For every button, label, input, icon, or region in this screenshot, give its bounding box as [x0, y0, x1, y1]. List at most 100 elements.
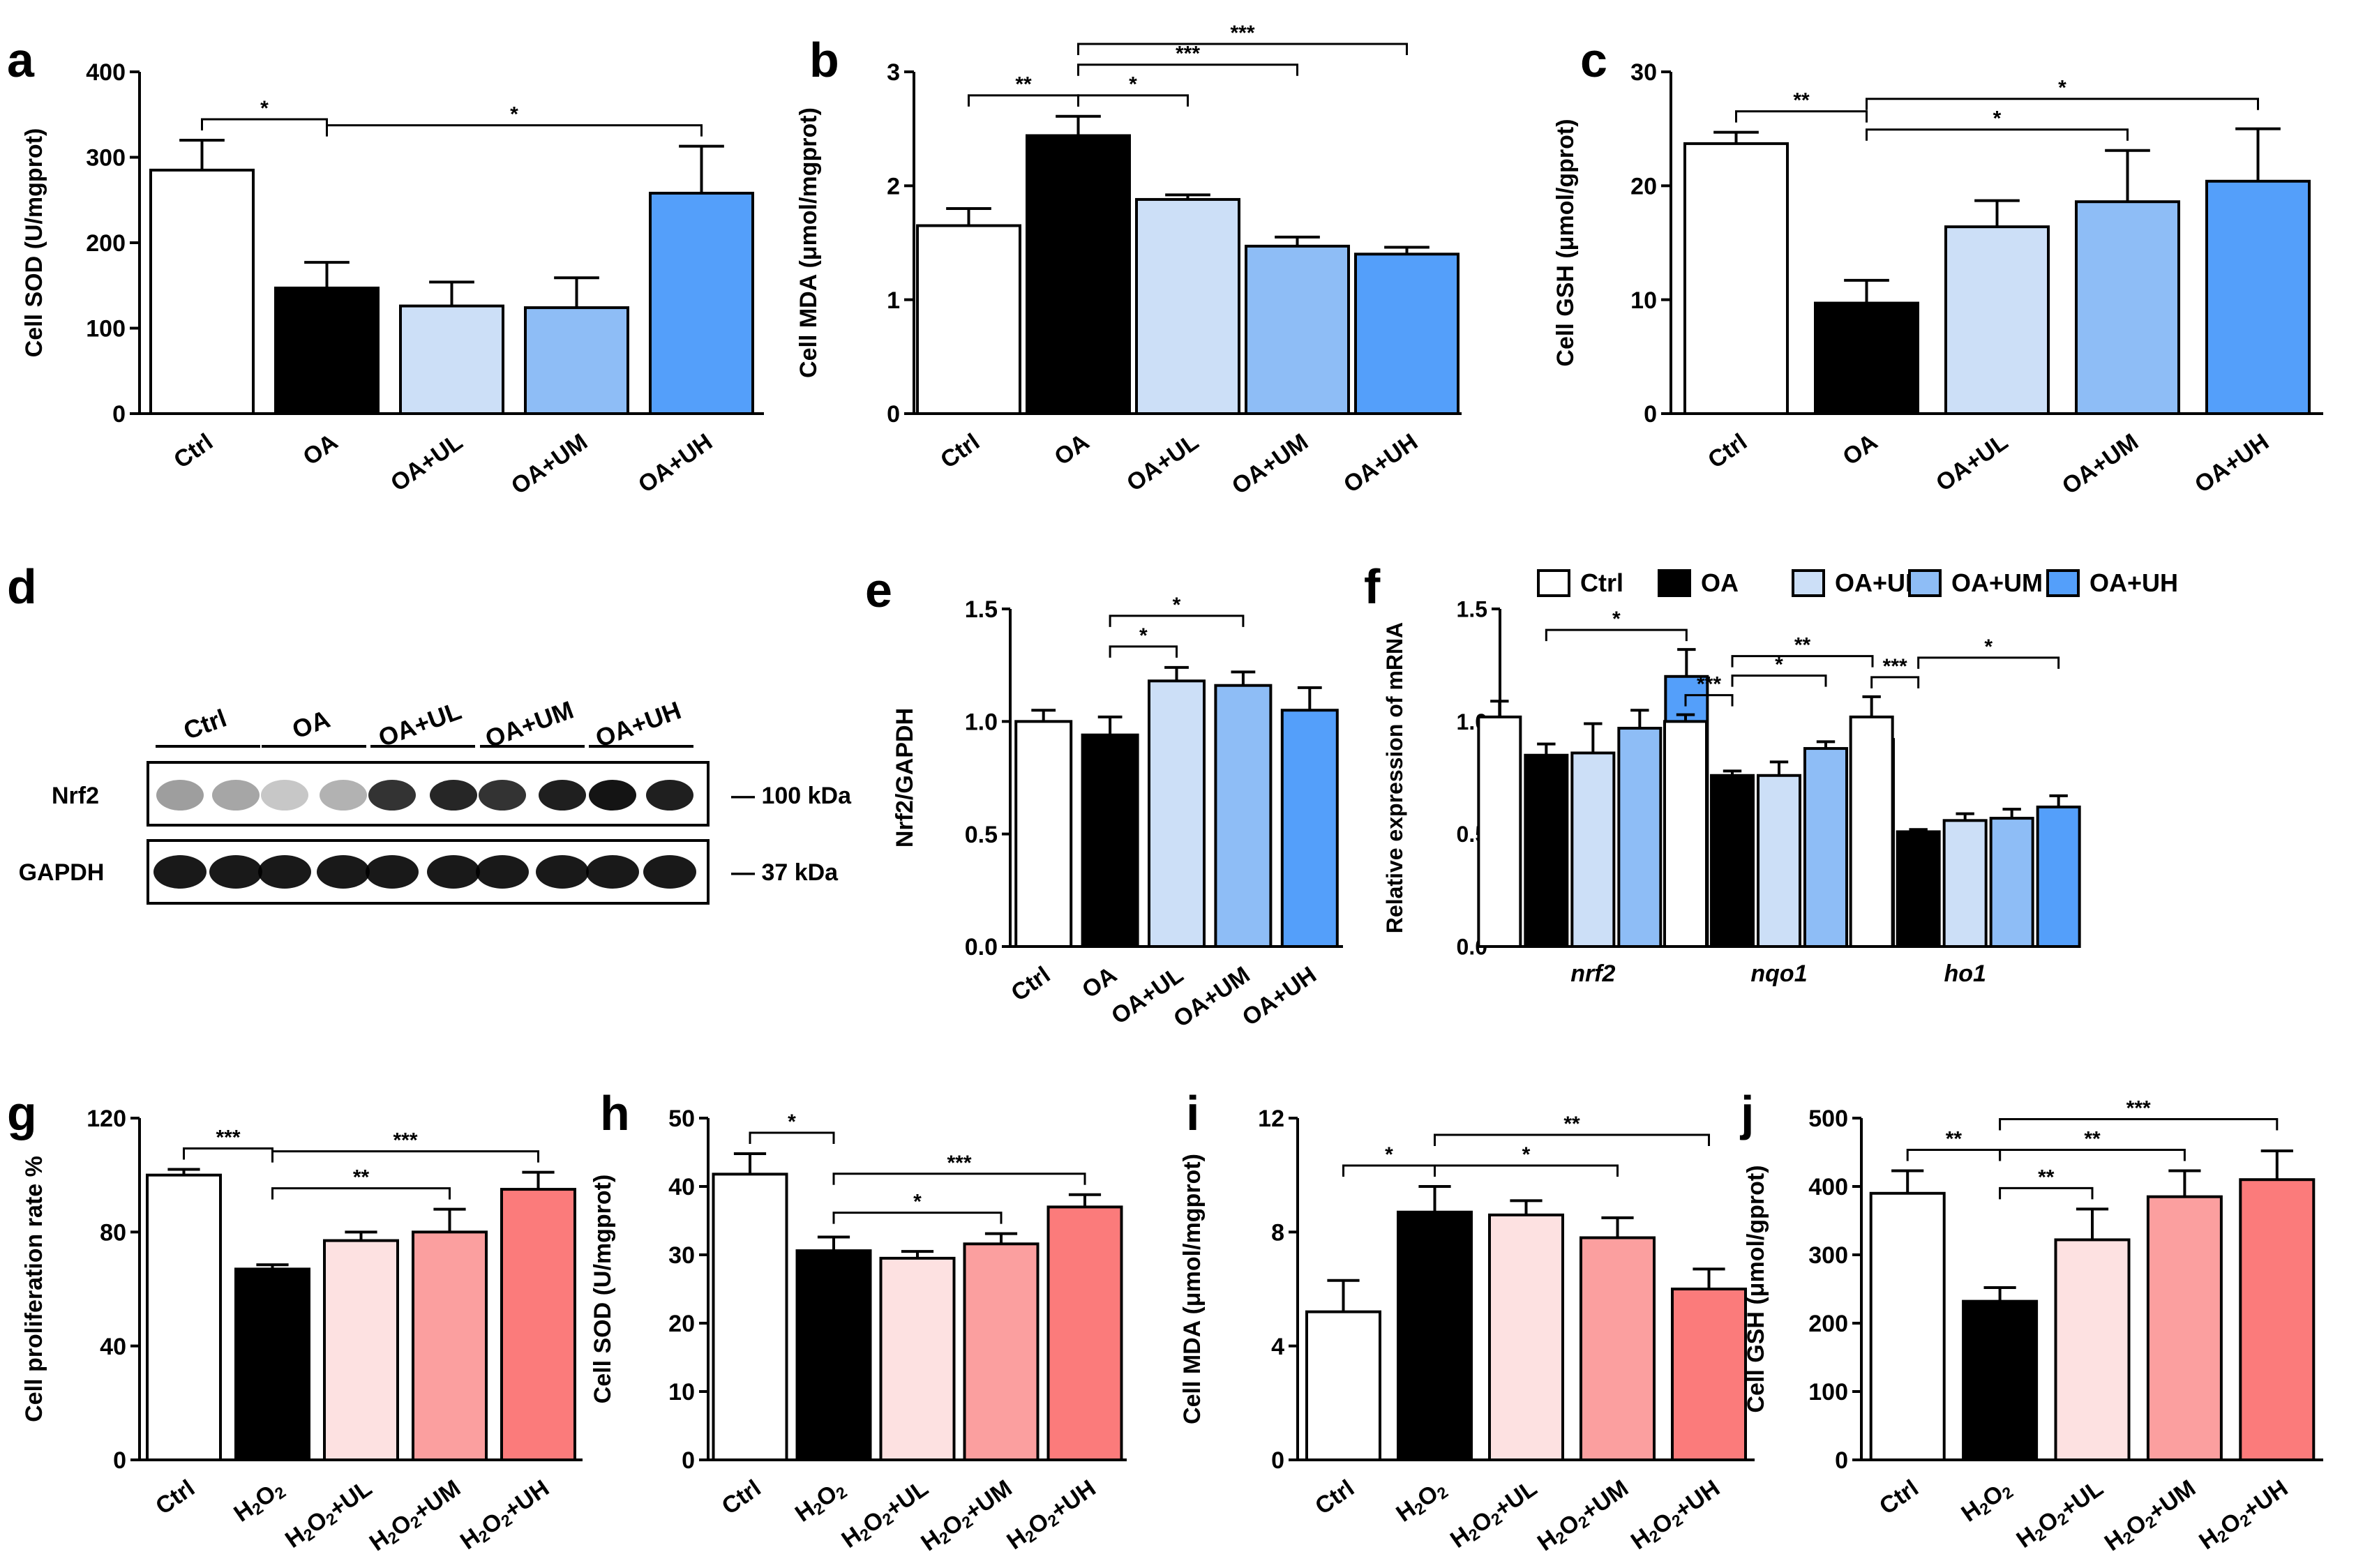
y-tick-label: 40 [668, 1174, 695, 1200]
y-tick-label: 3 [887, 59, 900, 86]
bar [1280, 709, 1339, 948]
blot-size-nrf2: — 100 kDa [731, 783, 852, 809]
y-axis-label: Cell proliferation rate % [21, 1156, 47, 1422]
significance-bracket: * [1434, 1143, 1619, 1177]
y-tick-label: 0 [112, 401, 126, 428]
x-tick-label: H2O2+UL [280, 1475, 377, 1554]
bar [1617, 727, 1663, 948]
significance-bracket: * [1866, 107, 2129, 141]
legend-swatch [1537, 569, 1570, 597]
bar [1135, 197, 1240, 415]
legend-label: OA [1701, 568, 1739, 597]
significance-bracket: ** [271, 1166, 451, 1200]
bracket-line [183, 1147, 273, 1160]
bar [1962, 1299, 2039, 1462]
bar [1663, 720, 1708, 949]
significance-bracket: ** [968, 73, 1079, 107]
bar [274, 286, 380, 415]
bar [1580, 1236, 1656, 1461]
x-group-label: nrf2 [1570, 960, 1615, 987]
x-tick-label: H2O2+UH [456, 1475, 555, 1555]
blot-band-nrf2 [539, 780, 586, 811]
y-tick-label: 0 [682, 1447, 695, 1474]
chart-g: 0 40 80 120 Cell proliferation rate % Ctrl H2O… [21, 1106, 583, 1558]
bar [1354, 252, 1460, 416]
y-tick-label: 0 [1835, 1447, 1848, 1474]
bar [1849, 715, 1894, 948]
y-tick-label: 300 [1808, 1242, 1848, 1269]
y-tick-label: 10 [1630, 287, 1657, 314]
x-tick-label: OA [1077, 961, 1122, 1003]
significance-bracket: * [1917, 635, 2060, 669]
legend-label: OA+UH [2089, 568, 2178, 597]
bar [399, 304, 504, 415]
bar [1570, 751, 1616, 949]
y-tick-label: 8 [1271, 1220, 1284, 1246]
blot-band-nrf2 [261, 780, 308, 811]
blot-row-label-gapdh: GAPDH [19, 859, 105, 886]
y-tick-label: 200 [86, 230, 126, 257]
y-tick-label: 1 [887, 287, 900, 314]
y-tick-label: 0 [113, 1447, 126, 1474]
legend-swatch [2046, 569, 2080, 597]
panel-label-g: g [7, 1086, 37, 1140]
significance-label: ** [1793, 89, 1810, 112]
blot-band-nrf2 [368, 780, 416, 811]
legend: Ctrl OA OA+UL OA+UM OA+UH [1537, 568, 2178, 597]
bar [916, 224, 1021, 415]
bracket-line [1999, 1148, 2186, 1161]
legend-swatch [1792, 569, 1825, 597]
significance-bracket: * [1731, 654, 1827, 687]
bar [2239, 1178, 2316, 1461]
x-tick-label: OA+UM [2057, 428, 2143, 499]
significance-label: * [1612, 608, 1621, 631]
y-tick-label: 400 [1808, 1174, 1848, 1200]
y-axis-label: Relative expression of mRNA [1382, 622, 1407, 933]
legend-label: OA+UM [1951, 568, 2043, 597]
bar [879, 1256, 956, 1462]
bar [1814, 301, 1919, 416]
panel-label-a: a [7, 33, 35, 87]
blot-band-gapdh [317, 855, 370, 889]
significance-label: * [1173, 594, 1181, 617]
bracket-line [326, 124, 703, 137]
bar [1803, 747, 1848, 948]
bar [146, 1173, 222, 1461]
bracket-line [1866, 128, 2129, 141]
bracket-line [271, 1187, 451, 1200]
significance-label: * [1993, 107, 2002, 130]
bar [1757, 774, 1801, 948]
x-tick-label: Ctrl [1310, 1475, 1359, 1520]
significance-bracket: * [1077, 73, 1189, 107]
bracket-line [1342, 1164, 1436, 1177]
bar [2036, 805, 2081, 948]
significance-label: * [1522, 1143, 1531, 1166]
x-tick-label: OA [1838, 428, 1883, 470]
y-tick-label: 100 [86, 316, 126, 342]
bracket-line [271, 1150, 539, 1163]
x-tick-label: Ctrl [169, 428, 218, 474]
bracket-line [1109, 615, 1245, 627]
x-tick-label: Ctrl [1007, 961, 1056, 1007]
significance-bracket: ** [1731, 634, 1874, 668]
y-tick-label: 400 [86, 59, 126, 86]
bar [2054, 1238, 2131, 1461]
significance-label: * [1139, 624, 1148, 647]
significance-bracket: * [326, 103, 703, 137]
y-tick-label: 200 [1808, 1311, 1848, 1337]
significance-label: * [260, 97, 269, 120]
x-tick-label: OA [1050, 428, 1095, 470]
bracket-line [1684, 694, 1734, 707]
bracket-line [1077, 63, 1298, 76]
significance-label: * [1129, 73, 1137, 96]
blot-size-gapdh: — 37 kDa [731, 859, 839, 886]
blot-band-nrf2 [156, 780, 204, 811]
x-tick-label: Ctrl [1703, 428, 1752, 474]
significance-bracket: *** [271, 1129, 539, 1163]
y-tick-label: 2 [887, 174, 900, 200]
x-group-label: ho1 [1944, 960, 1986, 987]
bar [1869, 1191, 1946, 1462]
significance-label: ** [2084, 1127, 2101, 1150]
